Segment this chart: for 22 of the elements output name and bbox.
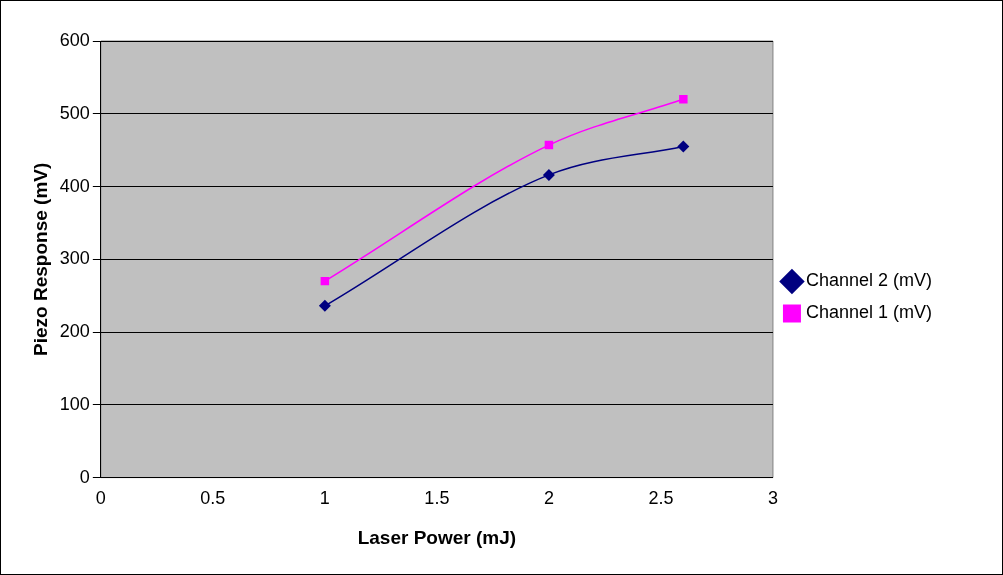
- legend-label: Channel 1 (mV): [805, 302, 933, 323]
- x-tick-label: 0: [95, 488, 106, 509]
- x-tick-label: 2.5: [648, 488, 674, 509]
- x-tick-label: 3: [767, 488, 778, 509]
- y-tick-label: 200: [59, 321, 90, 342]
- y-axis-title: Piezo Response (mV): [29, 162, 51, 356]
- y-tick-label: 0: [79, 466, 90, 487]
- y-tick-label: 600: [59, 29, 90, 50]
- point: [542, 168, 555, 181]
- x-tick-label: 1: [319, 488, 330, 509]
- y-tick-label: 300: [59, 248, 90, 269]
- x-tick-label: 2: [543, 488, 554, 509]
- y-tick-label: 500: [59, 102, 90, 123]
- point: [679, 94, 688, 104]
- point: [677, 140, 690, 153]
- x-tick-label: 1.5: [424, 488, 450, 509]
- x-tick-label: 0.5: [200, 488, 226, 509]
- y-tick-label: 100: [59, 393, 90, 414]
- point: [318, 299, 331, 312]
- y-tick-label: 400: [59, 175, 90, 196]
- x-axis-title: Laser Power (mJ): [357, 526, 517, 548]
- legend-label: Channel 2 (mV): [805, 270, 933, 291]
